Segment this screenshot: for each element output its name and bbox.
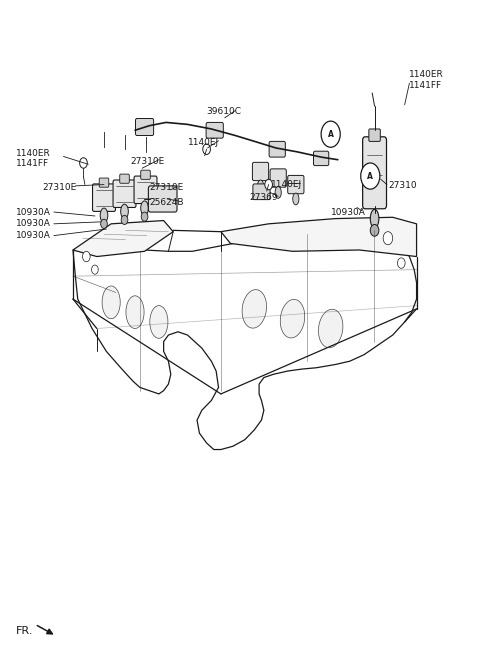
FancyBboxPatch shape [252, 162, 269, 181]
Polygon shape [221, 217, 417, 256]
FancyBboxPatch shape [313, 151, 329, 166]
FancyBboxPatch shape [135, 118, 154, 135]
Text: 39610C: 39610C [206, 107, 241, 116]
Text: A: A [328, 129, 334, 139]
Ellipse shape [120, 204, 128, 219]
FancyBboxPatch shape [120, 174, 129, 183]
Text: 10930A: 10930A [16, 219, 50, 229]
Circle shape [83, 251, 90, 261]
Ellipse shape [293, 193, 299, 205]
FancyBboxPatch shape [269, 141, 285, 157]
Circle shape [383, 232, 393, 245]
FancyBboxPatch shape [99, 178, 109, 187]
Text: 27310E: 27310E [130, 157, 165, 166]
Circle shape [397, 258, 405, 268]
Text: 25624B: 25624B [149, 198, 184, 207]
Circle shape [203, 144, 210, 154]
FancyBboxPatch shape [93, 184, 116, 212]
Polygon shape [73, 221, 173, 256]
FancyBboxPatch shape [253, 184, 270, 200]
Circle shape [370, 225, 379, 237]
Ellipse shape [100, 208, 108, 223]
Text: 27310: 27310 [388, 181, 417, 191]
Ellipse shape [280, 300, 305, 338]
Ellipse shape [318, 309, 343, 348]
Circle shape [361, 163, 380, 189]
Ellipse shape [141, 201, 148, 215]
FancyBboxPatch shape [134, 176, 157, 204]
Circle shape [121, 215, 128, 225]
Ellipse shape [257, 180, 264, 192]
FancyBboxPatch shape [206, 122, 223, 138]
FancyBboxPatch shape [369, 129, 380, 141]
Circle shape [92, 265, 98, 274]
Ellipse shape [150, 306, 168, 338]
FancyBboxPatch shape [363, 137, 386, 209]
Text: 27310E: 27310E [149, 183, 183, 193]
Text: 1140ER
1141FF: 1140ER 1141FF [409, 70, 444, 90]
Text: 1140EJ: 1140EJ [271, 180, 302, 189]
FancyBboxPatch shape [148, 186, 177, 212]
Ellipse shape [242, 290, 266, 328]
Text: 10930A: 10930A [16, 231, 50, 240]
Ellipse shape [126, 296, 144, 328]
Circle shape [265, 179, 273, 190]
Text: 10930A: 10930A [331, 208, 366, 217]
Text: A: A [367, 171, 373, 181]
Polygon shape [73, 232, 417, 449]
Text: 10930A: 10930A [16, 208, 50, 217]
Circle shape [80, 158, 87, 168]
Text: 27369: 27369 [250, 193, 278, 202]
Circle shape [321, 121, 340, 147]
Text: FR.: FR. [16, 625, 33, 636]
Text: 1140EJ: 1140EJ [188, 137, 218, 147]
FancyBboxPatch shape [288, 175, 304, 194]
Ellipse shape [102, 286, 120, 319]
Circle shape [141, 212, 148, 221]
FancyBboxPatch shape [113, 180, 136, 208]
FancyBboxPatch shape [141, 170, 150, 179]
Text: 27310E: 27310E [42, 183, 76, 193]
Circle shape [101, 219, 108, 229]
FancyBboxPatch shape [270, 169, 286, 187]
Ellipse shape [275, 187, 281, 198]
Ellipse shape [370, 210, 379, 228]
Text: 1140ER
1141FF: 1140ER 1141FF [16, 148, 50, 168]
